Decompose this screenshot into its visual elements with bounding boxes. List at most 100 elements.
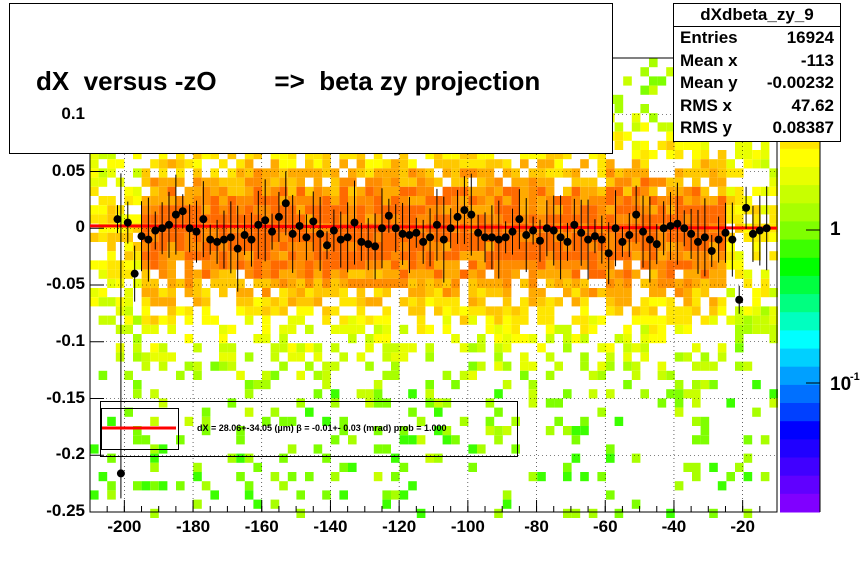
heatmap-cell bbox=[98, 288, 108, 298]
heatmap-cell bbox=[528, 177, 538, 187]
heatmap-cell bbox=[683, 288, 692, 298]
heatmap-cell bbox=[279, 306, 288, 316]
heatmap-cell bbox=[528, 398, 538, 408]
profile-point bbox=[556, 233, 565, 242]
heatmap-cell bbox=[528, 150, 538, 160]
heatmap-cell bbox=[477, 278, 486, 288]
heatmap-cell bbox=[545, 232, 555, 242]
heatmap-cell bbox=[305, 343, 314, 353]
heatmap-cell bbox=[279, 361, 288, 371]
heatmap-cell bbox=[201, 186, 211, 196]
heatmap-cell bbox=[614, 122, 624, 132]
heatmap-cell bbox=[210, 168, 219, 178]
heatmap-cell bbox=[253, 269, 262, 279]
heatmap-cell bbox=[425, 398, 434, 408]
heatmap-cell bbox=[193, 278, 202, 288]
heatmap-cell bbox=[554, 150, 563, 160]
heatmap-cell bbox=[640, 278, 649, 288]
heatmap-cell bbox=[330, 398, 340, 408]
heatmap-cell bbox=[115, 306, 125, 316]
heatmap-cell bbox=[98, 150, 108, 160]
heatmap-cell bbox=[382, 343, 391, 353]
heatmap-cell bbox=[692, 232, 701, 242]
heatmap-cell bbox=[167, 186, 176, 196]
heatmap-cell bbox=[322, 159, 331, 169]
heatmap-cell bbox=[210, 186, 219, 196]
heatmap-cell bbox=[666, 306, 675, 316]
heatmap-cell bbox=[227, 324, 237, 334]
heatmap-cell bbox=[339, 426, 348, 436]
heatmap-cell bbox=[623, 278, 632, 288]
heatmap-cell bbox=[631, 269, 641, 279]
heatmap-cell bbox=[90, 205, 99, 215]
heatmap-cell bbox=[709, 242, 718, 252]
heatmap-cell bbox=[356, 214, 366, 224]
heatmap-cell bbox=[270, 407, 280, 417]
z-scale-band bbox=[780, 257, 820, 277]
heatmap-cell bbox=[735, 196, 744, 206]
heatmap-cell bbox=[726, 315, 735, 325]
heatmap-cell bbox=[606, 288, 615, 298]
heatmap-cell bbox=[451, 251, 460, 261]
heatmap-cell bbox=[425, 288, 434, 298]
heatmap-cell bbox=[176, 481, 185, 491]
heatmap-cell bbox=[494, 435, 503, 445]
heatmap-cell bbox=[287, 177, 297, 187]
heatmap-cell bbox=[657, 278, 667, 288]
heatmap-cell bbox=[571, 435, 581, 445]
heatmap-cell bbox=[348, 315, 357, 325]
heatmap-cell bbox=[580, 251, 589, 261]
heatmap-cell bbox=[391, 269, 400, 279]
heatmap-cell bbox=[305, 324, 314, 334]
heatmap-cell bbox=[614, 177, 624, 187]
heatmap-cell bbox=[141, 260, 151, 270]
heatmap-cell bbox=[279, 186, 288, 196]
stats-key: Mean y bbox=[680, 73, 738, 92]
heatmap-cell bbox=[743, 269, 753, 279]
heatmap-cell bbox=[313, 297, 323, 307]
heatmap-cell bbox=[692, 186, 701, 196]
heatmap-cell bbox=[683, 140, 692, 150]
z-scale-band bbox=[780, 475, 820, 495]
heatmap-cell bbox=[511, 232, 520, 242]
heatmap-cell bbox=[459, 242, 469, 252]
heatmap-cell bbox=[614, 278, 624, 288]
heatmap-cell bbox=[520, 315, 529, 325]
heatmap-cell bbox=[537, 343, 546, 353]
heatmap-cell bbox=[219, 223, 228, 233]
heatmap-cell bbox=[459, 269, 469, 279]
heatmap-cell bbox=[442, 168, 452, 178]
heatmap-cell bbox=[623, 334, 632, 344]
heatmap-cell bbox=[563, 150, 572, 160]
heatmap-cell bbox=[201, 407, 211, 417]
heatmap-cell bbox=[150, 453, 159, 463]
heatmap-cell bbox=[399, 435, 409, 445]
heatmap-cell bbox=[90, 177, 99, 187]
heatmap-cell bbox=[769, 324, 778, 334]
heatmap-cell bbox=[339, 260, 348, 270]
profile-point bbox=[639, 227, 648, 236]
profile-point bbox=[233, 244, 242, 253]
heatmap-cell bbox=[494, 352, 503, 362]
heatmap-cell bbox=[554, 214, 563, 224]
heatmap-cell bbox=[752, 407, 761, 417]
heatmap-cell bbox=[150, 462, 159, 472]
heatmap-cell bbox=[193, 150, 202, 160]
heatmap-cell bbox=[356, 168, 366, 178]
heatmap-cell bbox=[193, 343, 202, 353]
profile-point bbox=[721, 228, 730, 237]
heatmap-cell bbox=[184, 159, 194, 169]
y-tick-label: 0.05 bbox=[51, 160, 85, 180]
z-scale-band bbox=[780, 167, 820, 186]
heatmap-cell bbox=[305, 407, 314, 417]
heatmap-cell bbox=[227, 242, 237, 252]
heatmap-cell bbox=[683, 168, 692, 178]
heatmap-cell bbox=[270, 186, 280, 196]
heatmap-cell bbox=[210, 260, 219, 270]
heatmap-cell bbox=[201, 416, 211, 426]
heatmap-cell bbox=[511, 260, 520, 270]
heatmap-cell bbox=[588, 269, 598, 279]
heatmap-cell bbox=[717, 306, 727, 316]
profile-point bbox=[494, 235, 503, 244]
heatmap-cell bbox=[726, 205, 735, 215]
